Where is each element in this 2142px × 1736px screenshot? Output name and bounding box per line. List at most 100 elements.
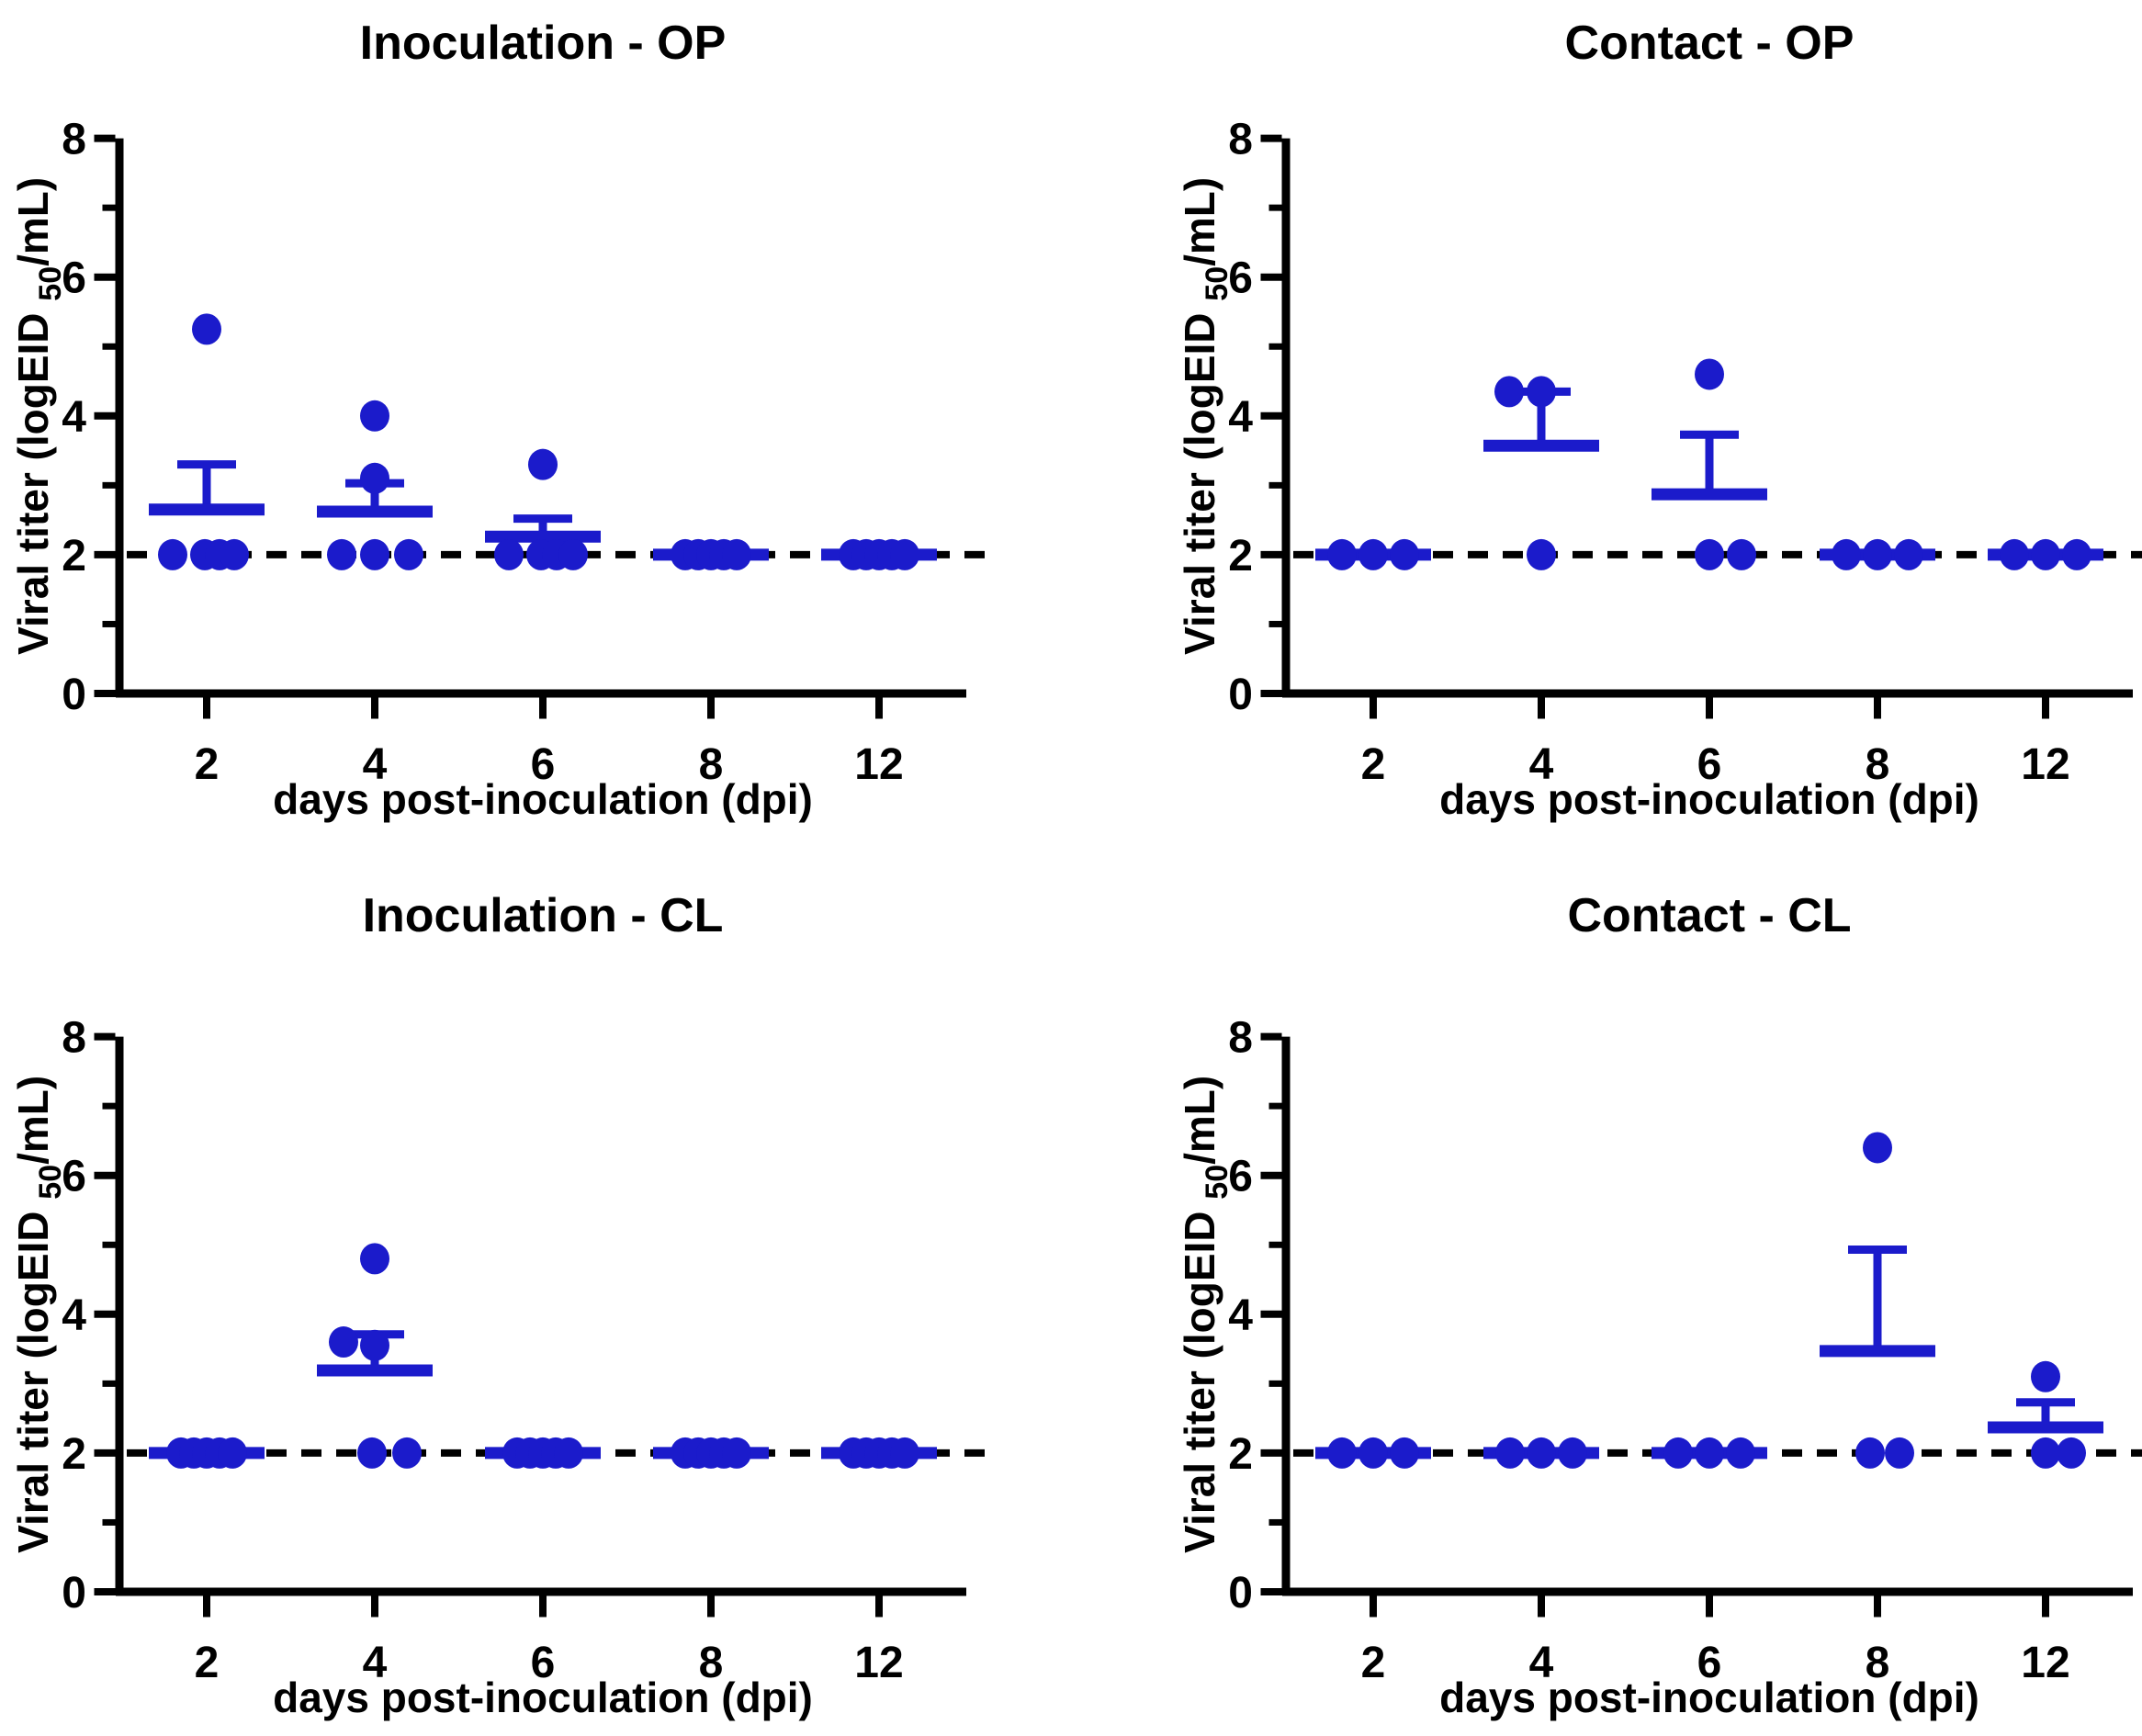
x-axis-label: days post-inoculation (dpi)	[1439, 1674, 1979, 1721]
y-tick-label: 6	[1228, 1153, 1253, 1201]
y-tick-label: 6	[62, 1153, 86, 1201]
data-point	[1885, 1437, 1914, 1469]
y-tick-label: 8	[62, 116, 86, 164]
x-tick-label: 2	[1361, 740, 1386, 789]
data-point	[220, 538, 249, 570]
data-point	[1358, 1437, 1388, 1469]
y-tick-label: 4	[1228, 393, 1253, 442]
x-tick-label: 8	[1866, 1639, 1890, 1687]
data-point	[1663, 1437, 1693, 1469]
data-point	[360, 1329, 389, 1361]
data-point	[1527, 1437, 1556, 1469]
data-point	[1863, 538, 1892, 570]
data-point	[2062, 538, 2091, 570]
x-tick-label: 2	[195, 1639, 220, 1687]
y-tick-label: 0	[1228, 671, 1253, 719]
data-point	[1390, 1437, 1419, 1469]
y-tick-label: 8	[62, 1014, 86, 1063]
x-tick-label: 6	[531, 1639, 556, 1687]
y-tick-label: 4	[1228, 1291, 1253, 1340]
y-tick-label: 2	[1228, 532, 1253, 581]
x-tick-label: 12	[2021, 1639, 2069, 1687]
data-point	[2031, 1437, 2060, 1469]
y-tick-label: 0	[62, 671, 86, 719]
data-point	[722, 1437, 751, 1469]
panel-title: Inoculation - CL	[363, 889, 724, 942]
y-tick-label: 2	[62, 532, 86, 581]
y-axis-label-units: /mL)	[1176, 1076, 1223, 1165]
data-point	[722, 538, 751, 570]
data-point	[357, 1437, 387, 1469]
data-point	[1527, 376, 1556, 408]
x-tick-label: 8	[699, 740, 724, 789]
data-point	[1527, 538, 1556, 570]
data-point	[1727, 538, 1756, 570]
x-tick-label: 6	[1697, 1639, 1722, 1687]
data-point	[1695, 538, 1724, 570]
data-point	[327, 538, 356, 570]
x-tick-label: 2	[195, 740, 220, 789]
y-axis-label-main: Viral titer (logEID	[9, 1200, 57, 1553]
x-tick-label: 4	[1529, 740, 1554, 789]
y-tick-label: 4	[62, 393, 86, 442]
panel-2: 0 2 4 6 8 2 4 6 8 12 Inoculation - CL days post-ino…	[9, 889, 987, 1721]
data-point	[1358, 538, 1388, 570]
y-axis-label-units: /mL)	[9, 177, 57, 266]
x-tick-label: 2	[1361, 1639, 1386, 1687]
data-point	[1855, 1437, 1885, 1469]
y-axis-label: Viral titer (logEID 50/mL)	[1176, 177, 1234, 655]
data-point	[1327, 538, 1357, 570]
y-axis-label: Viral titer (logEID 50/mL)	[1176, 1076, 1234, 1553]
data-point	[1695, 1437, 1724, 1469]
y-tick-label: 4	[62, 1291, 86, 1340]
panel-3: 0 2 4 6 8 2 4 6 8 12 Contact - CL days post-inocula…	[1176, 889, 2142, 1721]
x-tick-label: 12	[854, 740, 903, 789]
x-tick-label: 4	[363, 740, 388, 789]
x-tick-label: 6	[1697, 740, 1722, 789]
y-axis-label: Viral titer (logEID 50/mL)	[9, 177, 68, 655]
y-tick-label: 6	[62, 254, 86, 303]
data-point	[329, 1326, 358, 1358]
data-point	[1863, 1132, 1892, 1164]
data-point	[392, 1437, 422, 1469]
y-tick-label: 6	[1228, 254, 1253, 303]
panel-0: 0 2 4 6 8 2 4 6 8 12 Inoculation - OP days post-ino…	[9, 17, 987, 823]
x-tick-label: 12	[2021, 740, 2069, 789]
data-point	[528, 448, 558, 480]
y-axis-label-main: Viral titer (logEID	[1176, 301, 1223, 655]
y-axis-label-units: /mL)	[1176, 177, 1223, 266]
data-point	[554, 1437, 583, 1469]
y-tick-label: 0	[1228, 1569, 1253, 1618]
y-tick-label: 2	[62, 1430, 86, 1479]
data-point	[158, 538, 187, 570]
y-tick-label: 2	[1228, 1430, 1253, 1479]
data-point	[192, 313, 221, 345]
data-point	[360, 538, 389, 570]
panel-title: Contact - OP	[1565, 17, 1855, 70]
x-tick-label: 6	[531, 740, 556, 789]
y-axis-label-main: Viral titer (logEID	[1176, 1200, 1223, 1553]
y-axis-label-subscript: 50	[1200, 266, 1234, 301]
data-point	[1894, 538, 1923, 570]
data-point	[890, 538, 919, 570]
y-axis-label-subscript: 50	[33, 266, 68, 301]
data-point	[1558, 1437, 1587, 1469]
data-point	[360, 462, 389, 494]
data-point	[494, 538, 524, 570]
y-axis-label-subscript: 50	[33, 1165, 68, 1200]
x-tick-label: 12	[854, 1639, 903, 1687]
panel-title: Inoculation - OP	[360, 17, 727, 70]
x-axis-label: days post-inoculation (dpi)	[273, 1674, 813, 1721]
data-point	[2031, 1360, 2060, 1392]
data-point	[218, 1437, 247, 1469]
x-tick-label: 8	[699, 1639, 724, 1687]
data-point	[360, 1243, 389, 1275]
y-tick-label: 8	[1228, 1014, 1253, 1063]
data-point	[1495, 1437, 1525, 1469]
data-point	[2057, 1437, 2086, 1469]
y-tick-label: 8	[1228, 116, 1253, 164]
data-point	[1695, 358, 1724, 390]
data-point	[1726, 1437, 1755, 1469]
